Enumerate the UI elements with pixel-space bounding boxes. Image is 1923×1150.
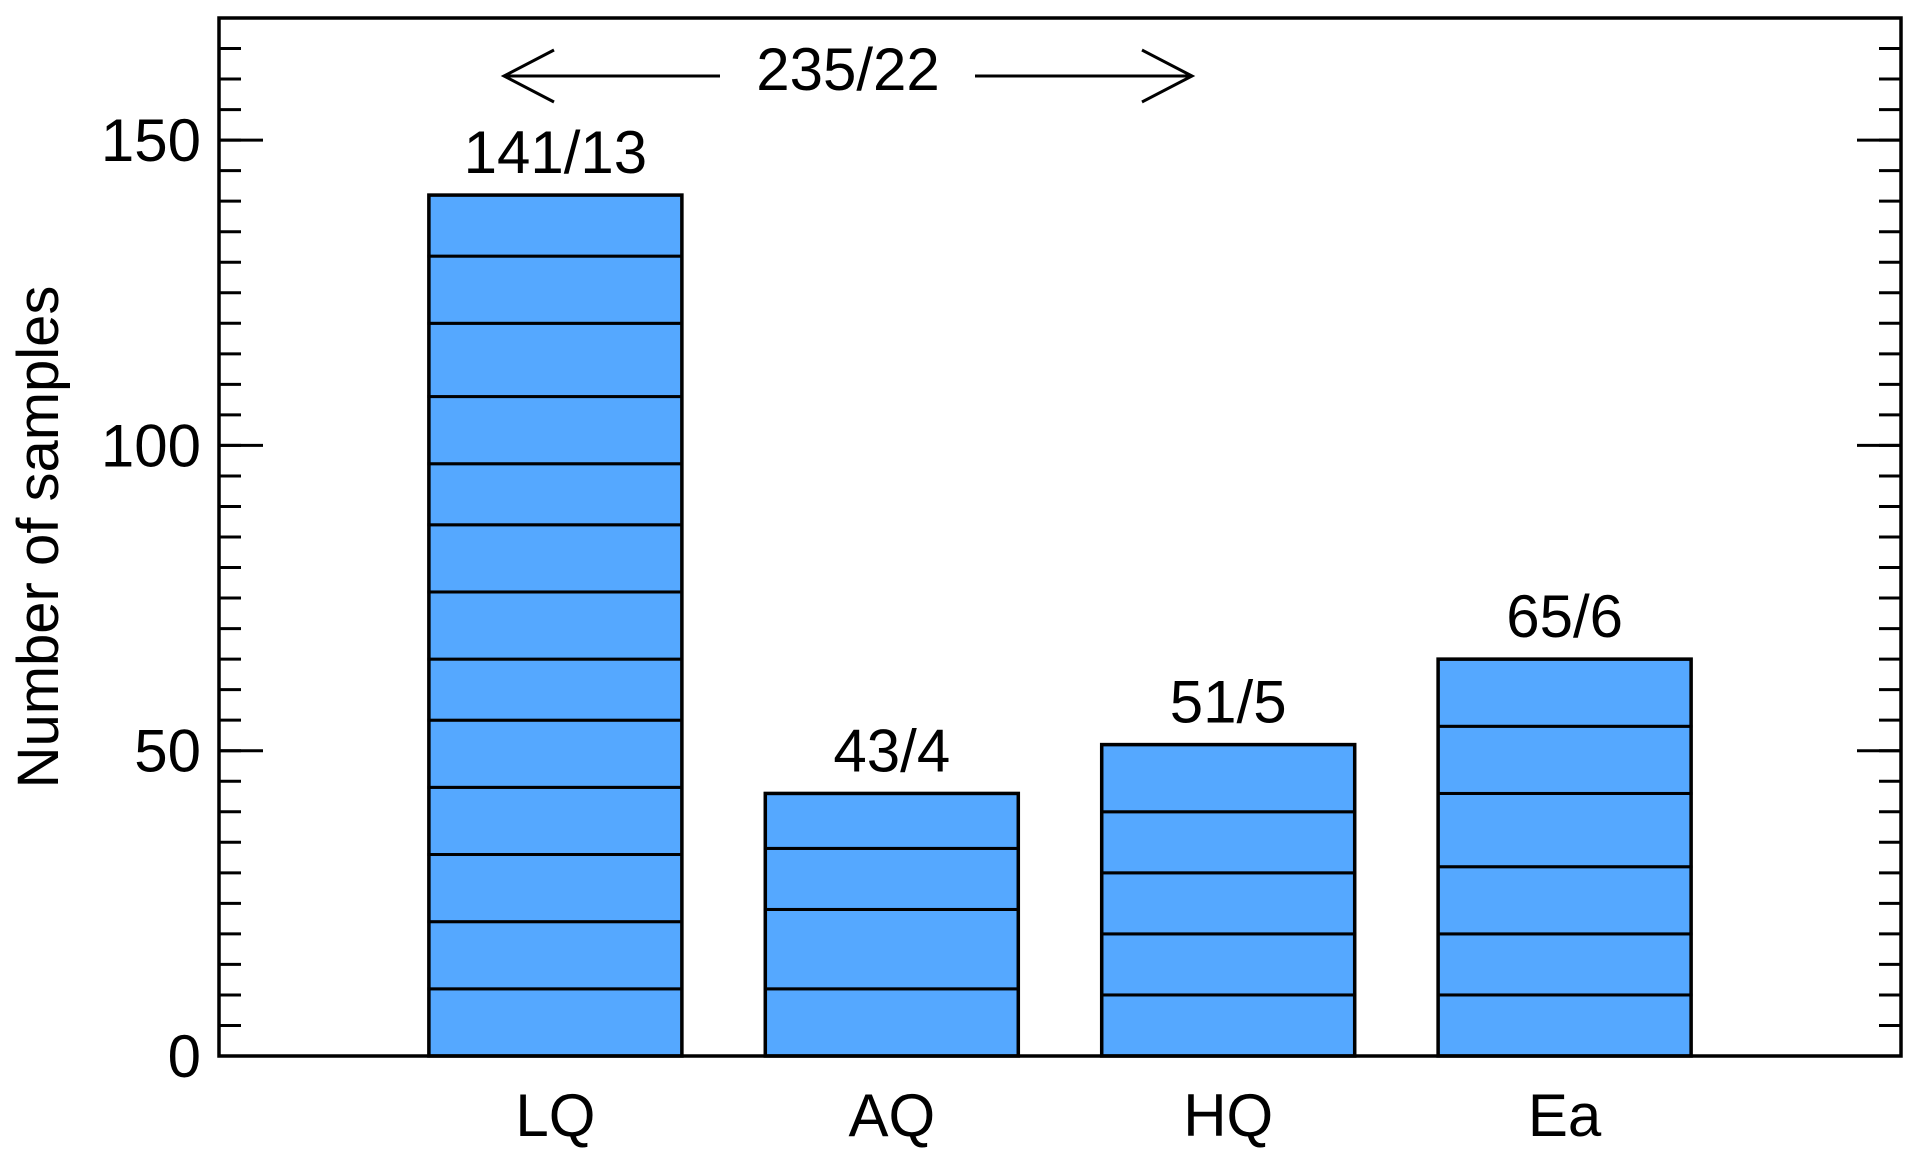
bar-segment bbox=[1100, 993, 1357, 1058]
x-tick-label: LQ bbox=[515, 1082, 595, 1149]
bar-segment bbox=[1100, 743, 1357, 814]
arrow-head bbox=[1141, 48, 1196, 104]
bar-segment bbox=[427, 462, 684, 527]
y-axis-label: Number of samples bbox=[6, 286, 71, 789]
bar-segment bbox=[1436, 724, 1693, 795]
bar-segment bbox=[763, 791, 1020, 850]
y-tick-label: 100 bbox=[101, 412, 201, 479]
bar-segment bbox=[763, 846, 1020, 911]
bar-segment bbox=[427, 920, 684, 991]
plot-frame bbox=[217, 16, 1903, 1058]
x-tick-label: HQ bbox=[1183, 1082, 1273, 1149]
bar-segment bbox=[1100, 871, 1357, 936]
arrow-head bbox=[500, 48, 555, 104]
y-tick-label: 150 bbox=[101, 107, 201, 174]
value-label: 141/13 bbox=[464, 119, 648, 186]
bar-segment bbox=[427, 321, 684, 399]
span-arrow bbox=[500, 48, 1196, 104]
y-tick-label: 50 bbox=[134, 718, 201, 785]
value-label: 65/6 bbox=[1506, 583, 1623, 650]
x-tick-label: Ea bbox=[1528, 1082, 1602, 1149]
value-label: 51/5 bbox=[1170, 669, 1287, 736]
bar-segment bbox=[427, 657, 684, 722]
bar-segment bbox=[1100, 810, 1357, 875]
x-tick-label: AQ bbox=[848, 1082, 935, 1149]
bar-segment bbox=[427, 193, 684, 258]
bar-segment bbox=[427, 254, 684, 325]
bar-segment bbox=[427, 590, 684, 661]
bar-segment bbox=[1436, 993, 1693, 1058]
bar-segment bbox=[763, 987, 1020, 1058]
value-label: 43/4 bbox=[833, 717, 950, 784]
bar-segment bbox=[427, 523, 684, 594]
bar-segment bbox=[1436, 657, 1693, 728]
bar-segment bbox=[1436, 791, 1693, 869]
bar-segment bbox=[427, 395, 684, 466]
bar-segment bbox=[427, 718, 684, 789]
bar-segment bbox=[1100, 932, 1357, 997]
bar-segment bbox=[763, 907, 1020, 991]
annotation: 235/22 bbox=[756, 36, 940, 103]
bar-segment bbox=[1436, 932, 1693, 997]
bar-segment bbox=[427, 853, 684, 924]
bar-segment bbox=[1436, 865, 1693, 936]
y-tick-label: 0 bbox=[168, 1023, 201, 1090]
bar-segment bbox=[427, 987, 684, 1058]
bar-segment bbox=[427, 785, 684, 857]
